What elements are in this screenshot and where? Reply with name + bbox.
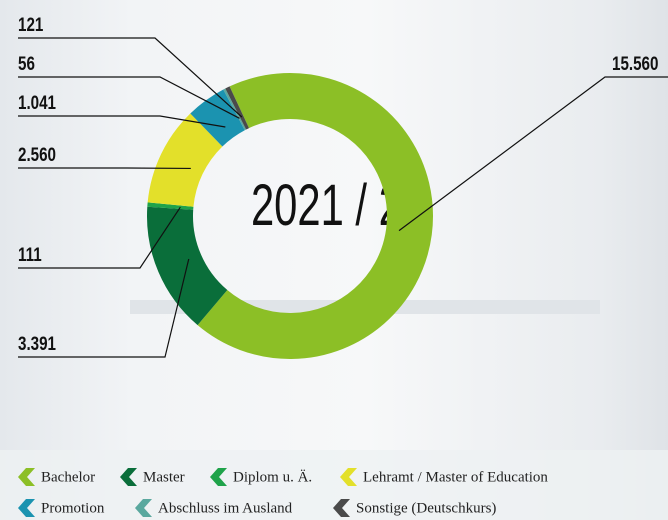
data-label: 56 [18, 52, 35, 74]
data-label: 3.391 [18, 332, 56, 354]
legend-label: Diplom u. Ä. [233, 468, 312, 485]
chart: 2021 / 22 15.5603.3911112.5601.04156121B… [0, 0, 668, 520]
data-label: 121 [18, 13, 44, 35]
legend-label: Master [143, 469, 185, 485]
background [0, 0, 668, 520]
data-label: 2.560 [18, 143, 56, 165]
data-label: 111 [18, 243, 42, 265]
data-label: 15.560 [612, 52, 658, 74]
legend-label: Bachelor [41, 469, 95, 485]
donut-segment [236, 107, 240, 109]
legend-label: Lehramt / Master of Education [363, 469, 548, 485]
legend-label: Sonstige (Deutschkurs) [356, 500, 496, 516]
legend-label: Abschluss im Ausland [158, 500, 293, 516]
data-label: 1.041 [18, 91, 56, 113]
legend-label: Promotion [41, 500, 105, 516]
